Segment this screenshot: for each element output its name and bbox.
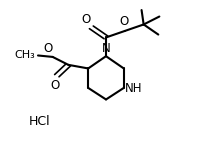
- Text: O: O: [44, 42, 53, 55]
- Text: O: O: [50, 79, 59, 92]
- Text: NH: NH: [125, 82, 142, 95]
- Text: CH₃: CH₃: [14, 50, 35, 60]
- Text: N: N: [102, 42, 110, 55]
- Text: HCl: HCl: [29, 115, 50, 128]
- Text: O: O: [81, 13, 91, 26]
- Text: O: O: [119, 15, 128, 28]
